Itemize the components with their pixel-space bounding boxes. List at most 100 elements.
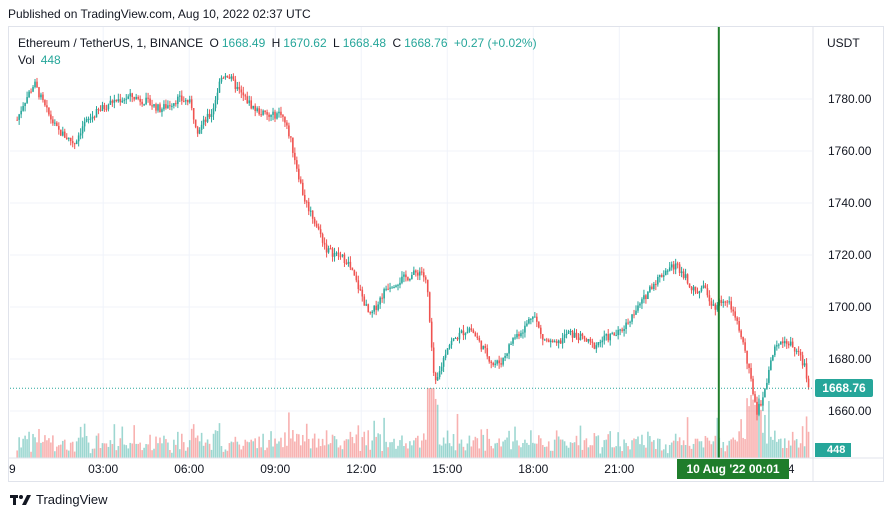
candle-body <box>393 287 395 289</box>
volume-bar <box>254 438 256 458</box>
chart-area[interactable] <box>8 26 884 482</box>
candle-body <box>682 271 685 278</box>
candle-body <box>801 355 804 366</box>
volume-bar <box>40 442 42 458</box>
volume-bar <box>783 438 786 458</box>
volume-bar <box>311 438 314 458</box>
candle-body <box>234 79 237 89</box>
candle-body <box>744 342 746 351</box>
candle-body <box>123 99 126 101</box>
candle-body <box>167 105 169 109</box>
candle-body <box>430 321 433 348</box>
volume-bar <box>581 449 584 458</box>
volume-bar <box>357 425 360 458</box>
candle-body <box>551 340 554 343</box>
candle-body <box>621 329 623 331</box>
volume-bar <box>60 444 62 458</box>
volume-bar <box>539 438 542 458</box>
candle-body <box>518 334 520 337</box>
volume-bar <box>177 431 179 458</box>
candle-body <box>609 333 612 341</box>
volume-bar <box>672 440 675 458</box>
candle-body <box>161 109 163 113</box>
volume-bar <box>262 433 264 458</box>
candle-body <box>182 100 185 102</box>
candle-body <box>77 135 80 142</box>
currency-label[interactable]: USDT <box>827 36 860 50</box>
volume-bar <box>212 433 215 458</box>
volume-bar <box>353 443 356 458</box>
candle-body <box>411 274 413 279</box>
candle-body <box>589 339 592 342</box>
volume-bar <box>290 438 292 458</box>
candle-body <box>16 119 18 121</box>
volume-bar <box>403 446 405 458</box>
volume-bar <box>593 433 596 458</box>
symbol-title[interactable]: Ethereum / TetherUS, 1, BINANCE <box>18 36 204 50</box>
candle-body <box>575 332 578 338</box>
candle-body <box>611 333 613 335</box>
volume-bar <box>171 452 173 458</box>
volume-bar <box>482 434 485 458</box>
volume-bar <box>607 434 610 458</box>
volume-bar <box>684 444 687 458</box>
candle-body <box>470 328 473 331</box>
candle-body <box>516 334 518 338</box>
volume-bar <box>343 440 346 458</box>
volume-bar <box>696 438 699 458</box>
volume-bar <box>419 447 421 458</box>
candle-body <box>688 283 691 288</box>
candle-body <box>774 346 776 356</box>
tradingview-logo[interactable]: TradingView <box>10 492 108 507</box>
candle-body <box>633 314 635 316</box>
candle-body <box>668 267 671 271</box>
volume-bar <box>373 420 375 458</box>
volume-bar <box>526 442 528 458</box>
volume-label[interactable]: Vol <box>18 53 35 67</box>
candle-body <box>337 252 340 257</box>
candle-body <box>639 303 641 306</box>
candle-body <box>270 114 272 117</box>
volume-bar <box>803 446 806 458</box>
candle-body <box>750 367 752 379</box>
volume-bar <box>528 444 530 458</box>
volume-bar <box>573 442 576 458</box>
candle-body <box>464 333 467 336</box>
volume-bar <box>351 436 354 458</box>
volume-bar <box>224 449 227 458</box>
candle-body <box>387 288 389 290</box>
candle-body <box>543 339 546 341</box>
volume-bar <box>524 439 526 458</box>
candle-body <box>595 345 598 349</box>
candle-body <box>635 310 637 315</box>
candle-body <box>446 348 449 355</box>
volume-bar <box>434 398 437 458</box>
candle-body <box>563 334 566 338</box>
candle-body <box>492 363 494 365</box>
candle-body <box>436 377 439 381</box>
candle-body <box>301 182 304 195</box>
volume-bar <box>510 449 512 458</box>
candle-body <box>244 95 247 97</box>
volume-bar <box>180 433 183 458</box>
candle-body <box>690 287 693 291</box>
candle-body <box>153 104 155 107</box>
candle-body <box>577 337 580 341</box>
volume-bar <box>520 447 522 458</box>
volume-bar <box>462 446 465 458</box>
candle-body <box>510 343 512 345</box>
candle-body <box>83 121 86 127</box>
volume-bar <box>647 431 649 458</box>
candle-body <box>438 371 441 378</box>
candle-body <box>200 124 203 130</box>
candle-body <box>670 264 673 268</box>
tradingview-logo-icon <box>10 494 31 505</box>
candle-body <box>294 152 296 161</box>
volume-bar <box>161 443 163 458</box>
volume-bar <box>591 445 594 458</box>
candle-body <box>458 332 461 340</box>
volume-bar <box>500 446 502 458</box>
candle-body <box>67 137 70 140</box>
candle-body <box>383 289 385 299</box>
